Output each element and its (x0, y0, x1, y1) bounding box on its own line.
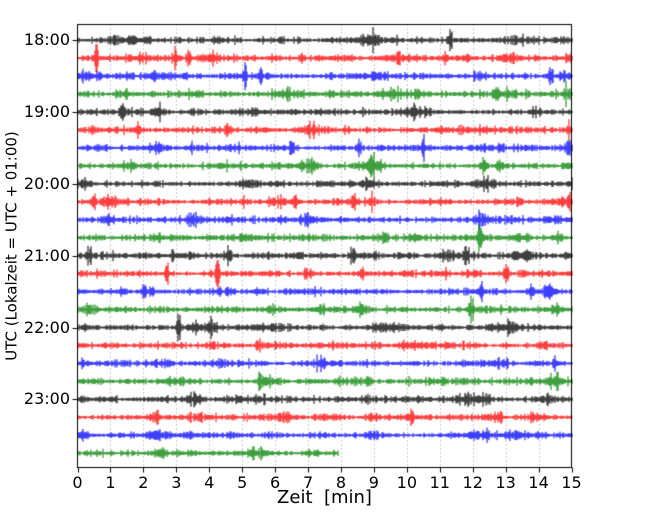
x-tick-label: 1 (105, 473, 116, 492)
x-tick-label: 12 (462, 473, 483, 492)
x-tick-label: 13 (495, 473, 516, 492)
y-tick-label: 19:00 (23, 102, 70, 122)
y-axis-label: UTC (Lokalzeit = UTC + 01:00) (2, 131, 21, 361)
y-tick-label: 21:00 (23, 245, 70, 265)
x-tick-label: 7 (302, 473, 314, 492)
y-tick-label: 20:00 (23, 173, 70, 193)
y-tick-label: 18:00 (23, 30, 70, 50)
x-tick-label: 5 (237, 473, 248, 492)
x-tick-label: 11 (429, 473, 450, 492)
x-tick-label: 8 (335, 473, 347, 492)
x-tick-label: 3 (171, 473, 182, 492)
x-tick-label: 14 (528, 473, 549, 492)
y-tick-label: 22:00 (23, 317, 70, 337)
y-tick-label: 23:00 (23, 389, 70, 409)
x-tick-label: 6 (270, 473, 281, 492)
x-tick-label: 15 (561, 473, 582, 492)
x-axis-label: Zeit [min] (277, 487, 372, 508)
x-tick-label: 4 (204, 473, 215, 492)
x-tick-label: 10 (396, 473, 418, 492)
x-tick-label: 2 (138, 473, 149, 492)
x-tick-label: 9 (368, 473, 379, 492)
x-tick-label: 0 (72, 473, 83, 492)
